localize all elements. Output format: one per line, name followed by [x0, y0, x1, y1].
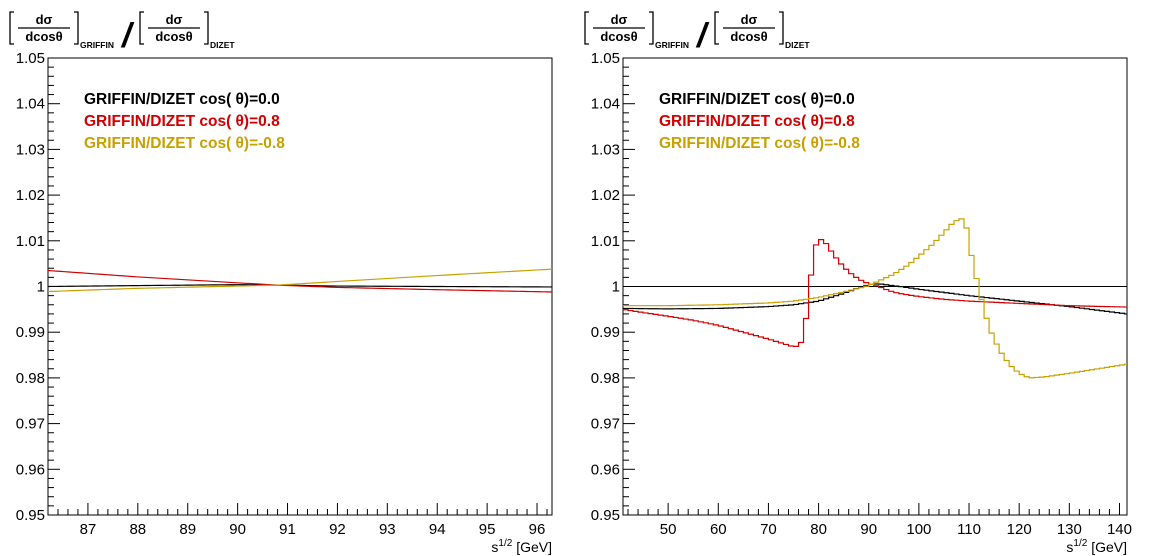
legend-entry-2: GRIFFIN/DIZET cos( θ)=-0.8 [84, 135, 285, 152]
x-tick-label: 100 [906, 521, 931, 538]
x-tick-label: 50 [660, 521, 677, 538]
x-tick-label: 87 [80, 521, 97, 538]
x-tick-label: 94 [429, 521, 446, 538]
y-tick-label: 0.97 [591, 416, 620, 433]
x-tick-label: 90 [229, 521, 246, 538]
ylabel-slash: / [695, 17, 710, 55]
x-tick-label: 60 [710, 521, 727, 538]
y-tick-label: 1.05 [16, 50, 45, 67]
x-axis-title: s1/2 [GeV] [491, 538, 552, 555]
ylabel-subscript-griffin: GRIFFIN [655, 40, 689, 50]
ylabel-denominator: dcosθ [730, 29, 767, 44]
y-tick-label: 0.98 [16, 370, 45, 387]
y-axis-title: dσ dcosθ GRIFFIN / dσ dcosθ DIZET [9, 11, 235, 55]
x-tick-label: 88 [129, 521, 146, 538]
right-plot-panel: 0.95 0.96 0.97 0.98 0.99 1 1.01 1.02 1.03 1.04 1.0… [575, 0, 1149, 556]
ylabel-subscript-dizet: DIZET [785, 40, 810, 50]
ylabel-numerator: dσ [166, 12, 183, 27]
ylabel-numerator: dσ [741, 12, 758, 27]
ylabel-numerator: dσ [36, 12, 53, 27]
series-line-1 [623, 239, 1127, 347]
y-tick-label: 1.05 [591, 50, 620, 67]
y-tick-label: 0.99 [591, 324, 620, 341]
y-tick-label: 0.96 [16, 461, 45, 478]
ylabel-denominator: dcosθ [600, 29, 637, 44]
y-tick-label: 1.01 [591, 233, 620, 250]
x-tick-label: 89 [179, 521, 196, 538]
ylabel-denominator: dcosθ [155, 29, 192, 44]
y-axis-title: dσ dcosθ GRIFFIN / dσ dcosθ DIZET [584, 11, 810, 55]
x-tick-label: 130 [1057, 521, 1082, 538]
x-tick-label: 110 [957, 521, 981, 538]
legend-entry-1: GRIFFIN/DIZET cos( θ)=0.8 [659, 113, 855, 130]
y-tick-label: 0.98 [591, 370, 620, 387]
x-tick-label: 80 [810, 521, 827, 538]
left-plot-panel: 0.95 0.96 0.97 0.98 0.99 1 1.01 1.02 1.03 1.04 1.0… [0, 0, 574, 556]
x-tick-label: 95 [479, 521, 496, 538]
y-tick-label: 1 [612, 279, 620, 296]
x-tick-label: 90 [860, 521, 877, 538]
y-tick-label: 1.04 [16, 96, 45, 113]
x-tick-label: 92 [329, 521, 346, 538]
y-tick-label: 1.04 [591, 96, 620, 113]
y-tick-label: 0.96 [591, 461, 620, 478]
y-tick-label: 1.01 [16, 233, 45, 250]
x-tick-label: 93 [379, 521, 396, 538]
x-tick-label: 140 [1107, 521, 1132, 538]
right-chart: 0.95 0.96 0.97 0.98 0.99 1 1.01 1.02 1.03 1.04 1.0… [584, 11, 1132, 555]
y-tick-label: 1.03 [591, 141, 620, 158]
ylabel-denominator: dcosθ [25, 29, 62, 44]
y-tick-label: 1.02 [591, 187, 620, 204]
ylabel-subscript-dizet: DIZET [210, 40, 235, 50]
x-tick-label: 70 [760, 521, 777, 538]
ylabel-numerator: dσ [611, 12, 628, 27]
legend-entry-2: GRIFFIN/DIZET cos( θ)=-0.8 [659, 135, 860, 152]
x-tick-label: 91 [279, 521, 296, 538]
series-line-2 [623, 218, 1127, 379]
legend-entry-0: GRIFFIN/DIZET cos( θ)=0.0 [659, 91, 855, 108]
y-tick-label: 1.02 [16, 187, 45, 204]
y-tick-label: 0.95 [16, 507, 45, 524]
ylabel-slash: / [120, 17, 135, 55]
ylabel-subscript-griffin: GRIFFIN [80, 40, 114, 50]
x-tick-label: 120 [1007, 521, 1032, 538]
left-chart: 0.95 0.96 0.97 0.98 0.99 1 1.01 1.02 1.03 1.04 1.0… [9, 11, 553, 555]
series-line-2 [48, 268, 552, 293]
y-tick-label: 0.97 [16, 416, 45, 433]
legend-entry-0: GRIFFIN/DIZET cos( θ)=0.0 [84, 91, 280, 108]
y-tick-label: 1.03 [16, 141, 45, 158]
legend-entry-1: GRIFFIN/DIZET cos( θ)=0.8 [84, 113, 280, 130]
y-tick-label: 1 [37, 279, 45, 296]
series-line-0 [623, 283, 1127, 315]
series-line-1 [48, 269, 552, 293]
x-axis-title: s1/2 [GeV] [1066, 538, 1127, 555]
x-tick-label: 96 [529, 521, 546, 538]
y-tick-label: 0.99 [16, 324, 45, 341]
y-tick-label: 0.95 [591, 507, 620, 524]
